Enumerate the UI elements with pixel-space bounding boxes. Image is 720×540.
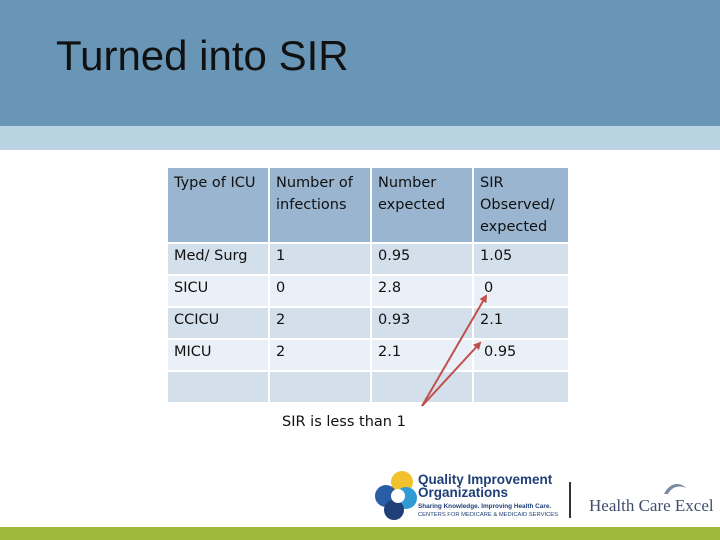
table-cell: 0 bbox=[270, 276, 370, 306]
arrow-from-note bbox=[421, 294, 488, 407]
table-cell: 0.93 bbox=[372, 308, 472, 338]
qio-name: Quality Improvement Organizations bbox=[418, 472, 553, 500]
table-cell bbox=[168, 372, 268, 402]
swoosh-icon bbox=[664, 484, 686, 494]
table-cell: MICU bbox=[168, 340, 268, 370]
table-row: SICU 0 2.8 0 bbox=[168, 276, 568, 306]
qio-tagline: Sharing Knowledge. Improving Health Care… bbox=[418, 503, 552, 510]
header-stripe bbox=[0, 126, 720, 150]
table-row: Med/ Surg 1 0.95 1.05 bbox=[168, 244, 568, 274]
slide-title: Turned into SIR bbox=[56, 32, 349, 79]
table-row: CCICU 2 0.93 2.1 bbox=[168, 308, 568, 338]
logo-divider bbox=[569, 482, 571, 518]
table-cell: 2.1 bbox=[372, 340, 472, 370]
table-cell: 2 bbox=[270, 308, 370, 338]
footer-band bbox=[0, 527, 720, 540]
sir-table: Type of ICU Number of infections Number … bbox=[166, 166, 570, 404]
table-row bbox=[168, 372, 568, 402]
header-number-of-infections: Number of infections bbox=[270, 168, 370, 242]
arrow-to-0.95 bbox=[421, 341, 482, 407]
table-cell bbox=[270, 372, 370, 402]
header-number-expected: Number expected bbox=[372, 168, 472, 242]
table-cell bbox=[474, 372, 568, 402]
header-sir: SIR Observed/ expected bbox=[474, 168, 568, 242]
table-cell bbox=[372, 372, 472, 402]
table-row: MICU 2 2.1 0.95 bbox=[168, 340, 568, 370]
table-cell: SICU bbox=[168, 276, 268, 306]
table-cell: CCICU bbox=[168, 308, 268, 338]
table-cell: 2.8 bbox=[372, 276, 472, 306]
table-cell: 1 bbox=[270, 244, 370, 274]
table-header-row: Type of ICU Number of infections Number … bbox=[168, 168, 568, 242]
table-cell: Med/ Surg bbox=[168, 244, 268, 274]
table-cell: 0.95 bbox=[474, 340, 568, 370]
qio-logo-icon bbox=[375, 471, 417, 520]
table-cell: 2.1 bbox=[474, 308, 568, 338]
header-type-of-icu: Type of ICU bbox=[168, 168, 268, 242]
table-cell: 0.95 bbox=[372, 244, 472, 274]
qio-cms-text: CENTERS FOR MEDICARE & MEDICAID SERVICES bbox=[418, 512, 559, 518]
sir-note: SIR is less than 1 bbox=[282, 414, 406, 430]
table-cell: 0 bbox=[474, 276, 568, 306]
table-cell: 2 bbox=[270, 340, 370, 370]
header-band bbox=[0, 0, 720, 126]
table-cell: 1.05 bbox=[474, 244, 568, 274]
health-care-excel-logo: Health Care Excel bbox=[589, 496, 714, 515]
